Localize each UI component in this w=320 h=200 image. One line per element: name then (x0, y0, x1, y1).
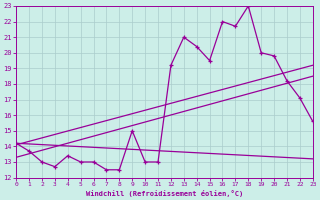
X-axis label: Windchill (Refroidissement éolien,°C): Windchill (Refroidissement éolien,°C) (86, 190, 243, 197)
